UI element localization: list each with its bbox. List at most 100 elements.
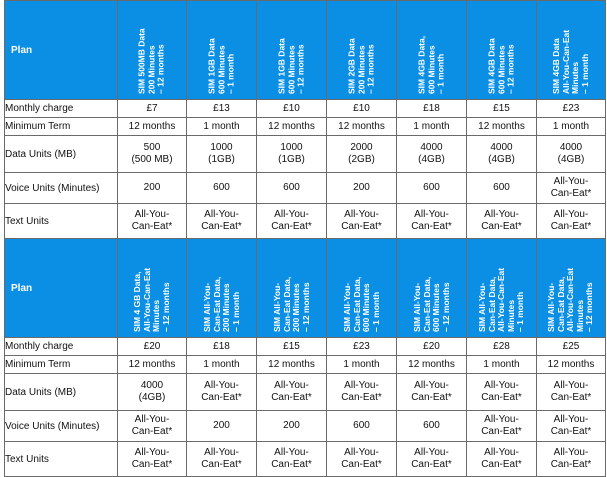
voice-units-value: All-You- Can-Eat*: [536, 172, 606, 204]
data-units-value: All-You- Can-Eat*: [186, 373, 257, 411]
minimum-term-row: Minimum Term 12 months 1 month 12 months 12 …: [4, 117, 606, 136]
minimum-term-value: 1 month: [466, 355, 537, 374]
plan-name: SIM 4 GB Data, All-You-Can-Eat Minutes –…: [131, 267, 171, 332]
plan-name-cell: SIM All-You- Can-Eat Data, 200 Minutes –…: [186, 238, 257, 338]
text-units-value: All-You- Can-Eat*: [186, 203, 257, 239]
plan-name-wrap: SIM 500MB Data 200 Minutes – 12 months: [118, 1, 186, 99]
plan-name: SIM 4GB Data All-You-Can-Eat Minutes – 1…: [550, 29, 590, 94]
plan-row-label: Plan: [4, 0, 118, 100]
text-units-row: Text Units All-You- Can-Eat* All-You- Can-Ea…: [4, 203, 606, 239]
minimum-term-value: 1 month: [396, 117, 467, 136]
plan-name: SIM 4GB Data 600 Minutes – 12 months: [486, 38, 516, 94]
data-units-label: Data Units (MB): [4, 135, 118, 173]
minimum-term-value: 12 months: [396, 355, 467, 374]
text-units-value: All-You- Can-Eat*: [466, 203, 537, 239]
plan-name-cell: SIM 500MB Data 200 Minutes – 12 months: [117, 0, 187, 100]
minimum-term-value: 12 months: [117, 355, 187, 374]
plan-name-wrap: SIM 4GB Data All-You-Can-Eat Minutes – 1…: [537, 1, 605, 99]
plan-name-cell: SIM All-You- Can-Eat Data, 600 Minutes –…: [396, 238, 467, 338]
voice-units-value: 200: [186, 410, 257, 442]
plan-name-cell: SIM 1GB Data 600 Minutes – 12 months: [256, 0, 327, 100]
monthly-charge-value: £20: [117, 337, 187, 356]
plan-name-cell: SIM All-You- Can-Eat Data, All-You-Can-E…: [466, 238, 537, 338]
plan-name: SIM 500MB Data 200 Minutes – 12 months: [136, 28, 166, 94]
monthly-charge-label: Monthly charge: [4, 99, 118, 118]
plan-header-row: Plan SIM 500MB Data 200 Minutes – 12 mont…: [4, 0, 606, 100]
voice-units-value: 600: [186, 172, 257, 204]
plan-name: SIM All-You- Can-Eat Data, 200 Minutes –…: [271, 276, 311, 332]
plan-name: SIM 1GB Data 600 Minutes – 12 months: [276, 38, 306, 94]
data-units-label: Data Units (MB): [4, 373, 118, 411]
text-units-value: All-You- Can-Eat*: [536, 203, 606, 239]
voice-units-value: 200: [326, 172, 397, 204]
data-units-row: Data Units (MB) 4000 (4GB) All-You- Can-Eat*…: [4, 373, 606, 411]
voice-units-value: 600: [396, 410, 467, 442]
text-units-label: Text Units: [4, 203, 118, 239]
text-units-value: All-You- Can-Eat*: [396, 441, 467, 477]
data-units-value: 4000 (4GB): [466, 135, 537, 173]
monthly-charge-row: Monthly charge £7 £13 £10 £10 £18 £15 £23: [4, 99, 606, 118]
minimum-term-label: Minimum Term: [4, 117, 118, 136]
plan-name-wrap: SIM 1GB Data 600 Minutes – 12 months: [257, 1, 326, 99]
monthly-charge-value: £15: [466, 99, 537, 118]
minimum-term-value: 1 month: [186, 117, 257, 136]
data-units-value: All-You- Can-Eat*: [256, 373, 327, 411]
text-units-value: All-You- Can-Eat*: [256, 203, 327, 239]
monthly-charge-value: £23: [536, 99, 606, 118]
data-units-value: 4000 (4GB): [396, 135, 467, 173]
plan-name: SIM All-You- Can-Eat Data, All-You-Can-E…: [476, 267, 525, 332]
plan-name-wrap: SIM All-You- Can-Eat Data, 600 Minutes –…: [397, 239, 466, 337]
text-units-value: All-You- Can-Eat*: [117, 203, 187, 239]
plan-row-label: Plan: [4, 238, 118, 338]
plan-name: SIM All-You- Can-Eat Data, 200 Minutes –…: [201, 276, 241, 332]
text-units-value: All-You- Can-Eat*: [396, 203, 467, 239]
data-units-value: All-You- Can-Eat*: [466, 373, 537, 411]
plan-name-wrap: SIM All-You- Can-Eat Data, 600 Minutes –…: [327, 239, 396, 337]
plan-name-wrap: SIM 4GB Data 600 Minutes – 12 months: [467, 1, 536, 99]
data-units-value: All-You- Can-Eat*: [326, 373, 397, 411]
plan-name-cell: SIM 2GB Data 200 Minutes – 12 months: [326, 0, 397, 100]
monthly-charge-value: £18: [396, 99, 467, 118]
minimum-term-value: 12 months: [256, 355, 327, 374]
monthly-charge-value: £28: [466, 337, 537, 356]
plan-name: SIM 2GB Data 200 Minutes – 12 months: [346, 38, 376, 94]
voice-units-value: All-You- Can-Eat*: [536, 410, 606, 442]
monthly-charge-row: Monthly charge £20 £18 £15 £23 £20 £28 £25: [4, 337, 606, 356]
minimum-term-value: 1 month: [536, 117, 606, 136]
voice-units-value: 600: [326, 410, 397, 442]
minimum-term-row: Minimum Term 12 months 1 month 12 months 1 m…: [4, 355, 606, 374]
plan-name-cell: SIM All-You- Can-Eat Data, 200 Minutes –…: [256, 238, 327, 338]
text-units-value: All-You- Can-Eat*: [326, 441, 397, 477]
plan-name-cell: SIM 4GB Data, 600 Minutes – 1 month: [396, 0, 467, 100]
plan-header-row: Plan SIM 4 GB Data, All-You-Can-Eat Minut…: [4, 238, 606, 338]
voice-units-value: 200: [256, 410, 327, 442]
plan-name-cell: SIM 4 GB Data, All-You-Can-Eat Minutes –…: [117, 238, 187, 338]
plan-name-cell: SIM 1GB Data 600 Minutes – 1 month: [186, 0, 257, 100]
monthly-charge-value: £25: [536, 337, 606, 356]
text-units-value: All-You- Can-Eat*: [466, 441, 537, 477]
data-units-value: 1000 (1GB): [256, 135, 327, 173]
plan-name-cell: SIM All-You- Can-Eat Data, All-You-Can-E…: [536, 238, 606, 338]
voice-units-value: 600: [256, 172, 327, 204]
monthly-charge-value: £23: [326, 337, 397, 356]
plan-name-wrap: SIM All-You- Can-Eat Data, All-You-Can-E…: [537, 239, 605, 337]
minimum-term-value: 12 months: [466, 117, 537, 136]
voice-units-row: Voice Units (Minutes) 200 600 600 200 600 600 A…: [4, 172, 606, 204]
monthly-charge-value: £13: [186, 99, 257, 118]
voice-units-value: All-You- Can-Eat*: [117, 410, 187, 442]
plan-name-wrap: SIM 1GB Data 600 Minutes – 1 month: [187, 1, 256, 99]
plan-name-wrap: SIM All-You- Can-Eat Data, 200 Minutes –…: [257, 239, 326, 337]
plan-name: SIM 1GB Data 600 Minutes – 1 month: [206, 38, 236, 94]
voice-units-value: 200: [117, 172, 187, 204]
text-units-value: All-You- Can-Eat*: [536, 441, 606, 477]
minimum-term-value: 12 months: [536, 355, 606, 374]
minimum-term-label: Minimum Term: [4, 355, 118, 374]
monthly-charge-value: £18: [186, 337, 257, 356]
plan-name-cell: SIM 4GB Data All-You-Can-Eat Minutes – 1…: [536, 0, 606, 100]
monthly-charge-value: £7: [117, 99, 187, 118]
minimum-term-value: 1 month: [326, 355, 397, 374]
minimum-term-value: 1 month: [186, 355, 257, 374]
voice-units-row: Voice Units (Minutes) All-You- Can-Eat* 200…: [4, 410, 606, 442]
voice-units-value: 600: [396, 172, 467, 204]
monthly-charge-value: £10: [256, 99, 327, 118]
